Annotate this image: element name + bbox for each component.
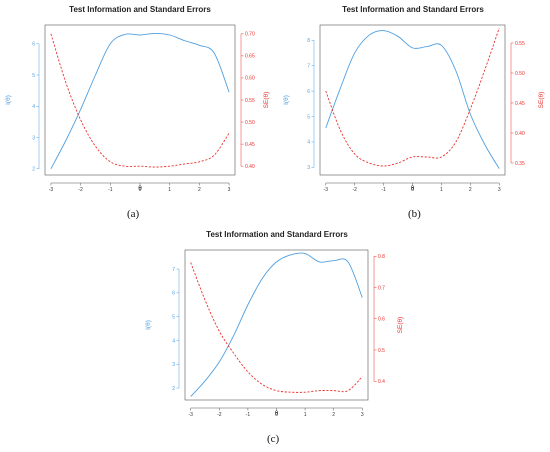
x-tick-label: -2 <box>217 412 222 418</box>
left-y-axis-label: I(θ) <box>5 95 12 105</box>
right-y-axis-label: SE(θ) <box>263 92 270 109</box>
chart-a-svg: Test Information and Standard Errors -3 -2… <box>5 5 270 193</box>
right-y-tick-label: 0.40 <box>245 164 255 170</box>
left-y-tick-label: 7 <box>172 267 175 273</box>
left-y-axis-label: I(θ) <box>145 320 152 330</box>
right-y-tick-label: 0.60 <box>245 76 255 82</box>
x-tick-label: 2 <box>198 187 201 193</box>
x-tick-label: -1 <box>108 187 113 193</box>
chart-panel-a: Test Information and Standard Errors -3 -2… <box>0 0 275 200</box>
left-y-tick-label: 3 <box>172 362 175 368</box>
left-y-tick-label: 6 <box>32 42 35 48</box>
chart-panel-b: Test Information and Standard Errors -3 -2… <box>280 0 550 200</box>
right-y-tick-label: 0.65 <box>245 54 255 60</box>
left-y-tick-label: 3 <box>32 135 35 141</box>
information-curve <box>190 252 363 397</box>
right-y-axis-label: SE(θ) <box>538 92 545 109</box>
x-tick-label: 2 <box>469 187 472 193</box>
right-y-tick-label: 0.7 <box>378 285 385 291</box>
left-y-tick-label: 5 <box>172 314 175 320</box>
x-tick-label: -2 <box>78 187 83 193</box>
right-y-tick-label: 0.6 <box>378 317 385 323</box>
left-y-tick-label: 2 <box>32 167 35 173</box>
left-y-axis-label: I(θ) <box>283 95 290 105</box>
x-tick-label: 0 <box>139 187 142 193</box>
caption-b: (b) <box>408 208 421 220</box>
right-y-tick-label: 0.45 <box>245 142 255 148</box>
chart-panel-c: Test Information and Standard Errors -3 -2… <box>140 225 410 425</box>
standard-error-curve <box>190 262 363 393</box>
right-y-tick-label: 0.40 <box>515 131 525 137</box>
left-y-tick-label: 6 <box>172 291 175 297</box>
left-y-tick-label: 5 <box>32 73 35 79</box>
x-tick-label: -1 <box>381 187 386 193</box>
right-y-tick-label: 0.50 <box>245 120 255 126</box>
x-tick-label: -3 <box>49 187 54 193</box>
left-y-tick-label: 4 <box>307 140 310 146</box>
right-y-tick-label: 0.55 <box>515 41 525 47</box>
right-y-tick-label: 0.8 <box>378 254 385 260</box>
x-tick-label: 0 <box>275 412 278 418</box>
chart-title: Test Information and Standard Errors <box>69 5 211 14</box>
caption-a: (a) <box>127 208 140 220</box>
left-y-tick-label: 7 <box>307 63 310 69</box>
chart-title: Test Information and Standard Errors <box>342 5 484 14</box>
plot-frame <box>44 24 236 176</box>
x-axis-label: θ <box>138 185 142 192</box>
chart-c-svg: Test Information and Standard Errors -3 -2… <box>145 230 404 418</box>
left-y-tick-label: 5 <box>307 114 310 120</box>
left-y-tick-label: 6 <box>307 89 310 95</box>
standard-error-curve <box>50 33 230 168</box>
x-tick-label: -3 <box>188 412 193 418</box>
right-y-tick-label: 0.70 <box>245 32 255 38</box>
right-y-tick-label: 0.55 <box>245 98 255 104</box>
x-axis-label: θ <box>275 410 279 417</box>
x-tick-label: -1 <box>246 412 251 418</box>
plot-frame <box>319 24 506 176</box>
plot-frame <box>184 249 369 401</box>
caption-c: (c) <box>267 433 280 445</box>
right-y-tick-label: 0.35 <box>515 161 525 167</box>
left-y-tick-label: 4 <box>32 104 35 110</box>
right-y-tick-label: 0.4 <box>378 379 385 385</box>
x-tick-label: 0 <box>411 187 414 193</box>
x-tick-label: 2 <box>332 412 335 418</box>
x-tick-label: 3 <box>498 187 501 193</box>
chart-title: Test Information and Standard Errors <box>206 230 348 239</box>
x-tick-label: -3 <box>324 187 329 193</box>
x-tick-label: -2 <box>352 187 357 193</box>
x-tick-label: 3 <box>228 187 231 193</box>
x-tick-label: 3 <box>361 412 364 418</box>
right-y-tick-label: 0.50 <box>515 71 525 77</box>
x-tick-label: 1 <box>168 187 171 193</box>
left-y-tick-label: 3 <box>307 165 310 171</box>
right-y-tick-label: 0.45 <box>515 101 525 107</box>
left-y-tick-label: 8 <box>307 38 310 44</box>
right-y-tick-label: 0.5 <box>378 348 385 354</box>
standard-error-curve <box>325 27 500 167</box>
x-tick-label: 1 <box>440 187 443 193</box>
x-axis-label: θ <box>411 185 415 192</box>
chart-b-svg: Test Information and Standard Errors -3 -2… <box>283 5 545 193</box>
information-curve <box>325 30 500 169</box>
information-curve <box>50 32 230 169</box>
left-y-tick-label: 2 <box>172 386 175 392</box>
x-tick-label: 1 <box>304 412 307 418</box>
left-y-tick-label: 4 <box>172 338 175 344</box>
right-y-axis-label: SE(θ) <box>397 317 404 334</box>
